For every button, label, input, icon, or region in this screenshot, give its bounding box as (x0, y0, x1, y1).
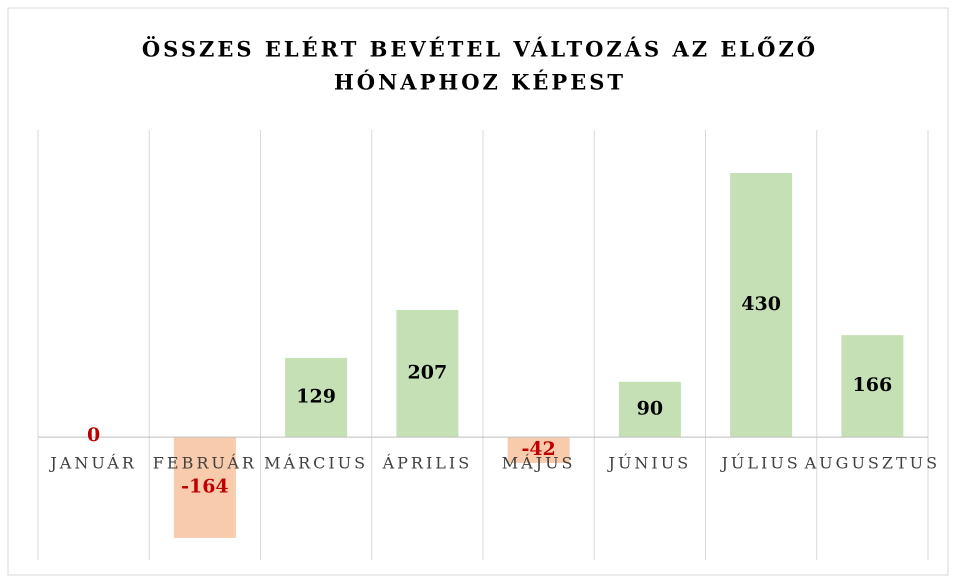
data-label: 129 (296, 386, 336, 408)
data-label: 207 (408, 362, 448, 384)
x-tick-label: ÁPRILIS (382, 453, 473, 473)
x-tick-label: AUGUSZTUS (804, 454, 941, 473)
bar (285, 357, 348, 438)
bar (507, 437, 570, 463)
x-tick-label: MÁJUS (502, 453, 576, 473)
chart-title: HÓNAPHOZ KÉPEST (334, 70, 626, 95)
data-label: 0 (87, 424, 100, 446)
x-tick-label: JÚNIUS (607, 453, 692, 473)
bar (173, 437, 236, 538)
bar (396, 309, 459, 438)
bar (618, 381, 681, 438)
data-label: 430 (741, 293, 781, 315)
data-label: -164 (181, 476, 229, 498)
chart-title: ÖSSZES ELÉRT BEVÉTEL VÁLTOZÁS AZ ELŐZŐ (142, 37, 818, 62)
bar (841, 335, 904, 438)
x-tick-label: FEBRUÁR (153, 453, 257, 473)
data-label: 166 (853, 374, 893, 396)
bar (730, 173, 793, 438)
x-tick-label: JÚLIUS (719, 453, 800, 473)
x-tick-label: JANUÁR (48, 453, 137, 473)
data-label: -42 (521, 438, 555, 460)
data-label: 90 (637, 398, 663, 420)
x-tick-label: MÁRCIUS (264, 453, 368, 473)
